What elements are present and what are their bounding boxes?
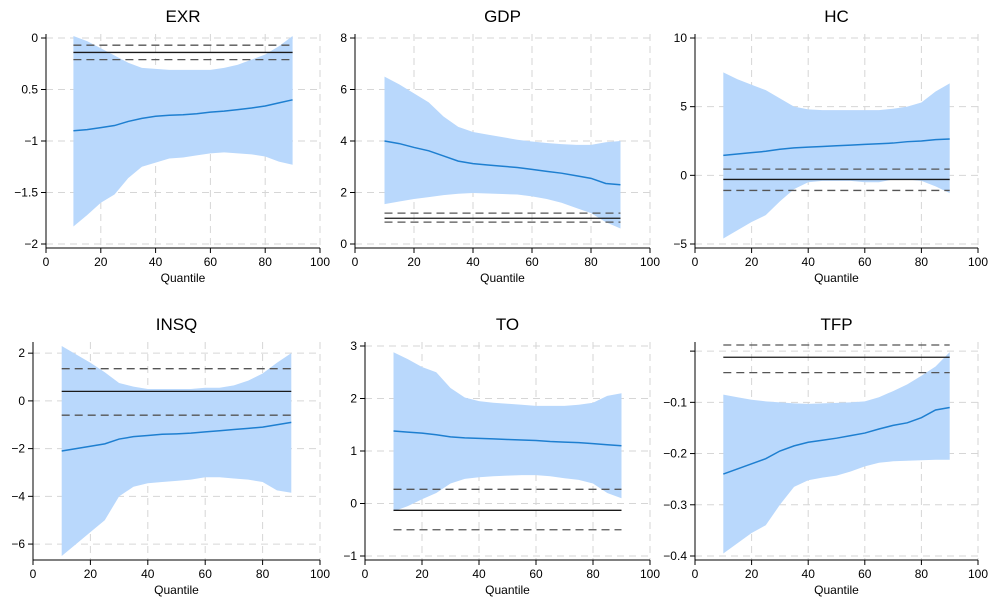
- x-tick-label: 20: [84, 567, 98, 581]
- panel-title: TFP: [820, 315, 852, 334]
- x-tick-label: 20: [415, 567, 429, 581]
- confidence-band: [723, 352, 950, 554]
- x-tick-label: 100: [640, 255, 660, 269]
- y-tick-label: 4: [340, 134, 347, 148]
- panel-title: GDP: [484, 7, 521, 26]
- panel-title: INSQ: [156, 315, 198, 334]
- x-tick-label: 60: [525, 255, 539, 269]
- panel-title: HC: [824, 7, 849, 26]
- x-tick-label: 80: [915, 255, 929, 269]
- confidence-band: [384, 76, 621, 229]
- y-tick-label: 2: [340, 186, 347, 200]
- panel-title: TO: [496, 315, 519, 334]
- panel-title: EXR: [166, 7, 201, 26]
- y-tick-label: 8: [340, 31, 347, 45]
- panel-gdp: 0 20 40 60 80 100 0 2 4 6 8 Quantile GDP: [340, 7, 660, 285]
- x-tick-label: 20: [94, 255, 108, 269]
- y-tick-label: −5: [673, 237, 687, 251]
- y-tick-label: −1: [24, 134, 38, 148]
- y-tick-label: 0: [350, 497, 357, 511]
- x-tick-label: 60: [199, 567, 213, 581]
- confidence-band: [393, 352, 622, 512]
- y-tick-label: −4: [11, 489, 25, 503]
- x-tick-label: 20: [407, 255, 421, 269]
- x-tick-label: 0: [43, 255, 50, 269]
- x-tick-label: 100: [968, 567, 988, 581]
- x-tick-label: 40: [472, 567, 486, 581]
- y-tick-label: −2: [24, 237, 38, 251]
- y-tick-label: −2: [11, 442, 25, 456]
- x-axis-title: Quantile: [814, 271, 859, 285]
- y-tick-label: −1.5: [14, 186, 38, 200]
- x-tick-label: 60: [858, 255, 872, 269]
- x-axis-title: Quantile: [814, 583, 859, 597]
- x-tick-label: 100: [640, 567, 660, 581]
- y-tick-label: 0: [31, 31, 38, 45]
- y-tick-label: 0.5: [21, 83, 38, 97]
- y-tick-label: 5: [680, 100, 687, 114]
- y-tick-label: 6: [340, 83, 347, 97]
- x-tick-label: 80: [256, 567, 270, 581]
- y-tick-label: 0: [18, 394, 25, 408]
- x-axis-title: Quantile: [161, 271, 206, 285]
- estimate-line: [723, 406, 950, 475]
- x-tick-label: 40: [141, 567, 155, 581]
- x-tick-label: 0: [692, 567, 699, 581]
- y-tick-label: 2: [350, 392, 357, 406]
- x-tick-label: 60: [204, 255, 218, 269]
- estimate-line: [723, 138, 950, 157]
- y-tick-label: 3: [350, 339, 357, 353]
- x-tick-label: 20: [745, 567, 759, 581]
- x-tick-label: 100: [968, 255, 988, 269]
- y-tick-label: −0.1: [663, 395, 687, 409]
- x-tick-label: 40: [466, 255, 480, 269]
- confidence-band: [73, 35, 293, 227]
- x-tick-label: 80: [584, 255, 598, 269]
- y-tick-label: 1: [350, 444, 357, 458]
- estimate-line: [384, 140, 621, 186]
- x-tick-label: 80: [915, 567, 929, 581]
- panel-to: 0 20 40 60 80 100 3 2 1 0 −1 Quantile TO: [343, 315, 660, 597]
- x-tick-label: 0: [692, 255, 699, 269]
- panel-exr: 0 20 40 60 80 100 0 0.5 −1 −1.5 −2 Quantile EXR: [14, 7, 330, 285]
- x-tick-label: 40: [149, 255, 163, 269]
- x-tick-label: 0: [362, 567, 369, 581]
- estimate-line: [73, 99, 293, 132]
- y-tick-label: 0: [340, 237, 347, 251]
- x-axis-title: Quantile: [154, 583, 199, 597]
- x-tick-label: 60: [529, 567, 543, 581]
- estimate-line: [393, 430, 622, 447]
- x-tick-label: 60: [858, 567, 872, 581]
- x-tick-label: 40: [802, 255, 816, 269]
- confidence-band: [61, 346, 292, 556]
- y-tick-label: 10: [674, 31, 688, 45]
- x-tick-label: 40: [802, 567, 816, 581]
- x-tick-label: 80: [259, 255, 273, 269]
- y-tick-label: 2: [18, 346, 25, 360]
- estimate-line: [61, 421, 292, 452]
- panel-hc: 0 20 40 60 80 100 −5 0 5 10 Quantile HC: [673, 7, 988, 285]
- y-tick-label: −0.3: [663, 498, 687, 512]
- x-axis-title: Quantile: [485, 583, 530, 597]
- y-tick-label: −6: [11, 537, 25, 551]
- x-tick-label: 20: [745, 255, 759, 269]
- x-tick-label: 100: [310, 567, 330, 581]
- x-tick-label: 0: [352, 255, 359, 269]
- y-tick-label: −0.2: [663, 447, 687, 461]
- y-tick-label: 0: [680, 168, 687, 182]
- panel-tfp: 0 20 40 60 80 100 −0.1 −0.2 −0.3 −0.4 Quantile TFP: [663, 315, 988, 597]
- x-tick-label: 100: [310, 255, 330, 269]
- x-axis-title: Quantile: [480, 271, 525, 285]
- y-tick-label: −1: [343, 549, 357, 563]
- x-tick-label: 0: [30, 567, 37, 581]
- confidence-band: [723, 72, 950, 239]
- x-tick-label: 80: [586, 567, 600, 581]
- y-tick-label: −0.4: [663, 549, 687, 563]
